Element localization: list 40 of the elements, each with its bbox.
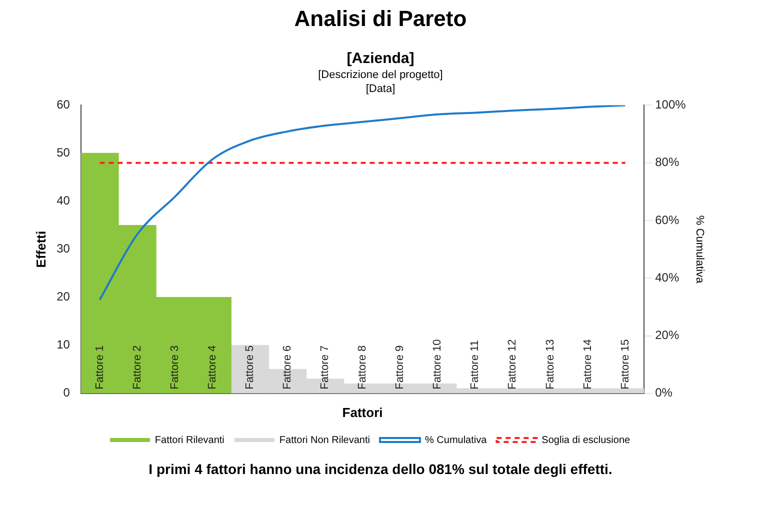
legend-label: Soglia di esclusione (542, 434, 631, 446)
x-tick-label: Fattore 4 (206, 345, 218, 390)
legend-label: Fattori Non Rilevanti (279, 434, 370, 446)
x-tick-label: Fattore 1 (94, 345, 106, 390)
x-tick-label: Fattore 12 (506, 339, 519, 390)
y-axis-title: Effetti (33, 230, 48, 268)
x-tick-label: Fattore 3 (168, 345, 181, 390)
y-tick-label: 60 (56, 98, 70, 112)
y2-axis-title: % Cumulativa (693, 215, 706, 284)
x-tick-label: Fattore 6 (281, 345, 294, 390)
x-tick-label: Fattore 13 (544, 339, 556, 390)
x-axis-title: Fattori (342, 404, 383, 420)
x-tick-label: Fattore 5 (244, 345, 256, 390)
text: I primi 4 fattori hanno una incidenza dello 081% sul totale degli effetti. (148, 461, 614, 477)
y2-tick-label: 60% (655, 212, 680, 227)
y-tick-label: 0 (63, 386, 70, 400)
x-tick-label: Fattore 10 (432, 339, 444, 390)
x-tick-label: Fattore 7 (319, 345, 332, 390)
x-tick-label: Fattore 9 (394, 345, 406, 390)
y2-tick-label: 40% (655, 270, 680, 284)
y2-tick-label: 20% (655, 328, 680, 342)
y2-tick-label: 80% (655, 155, 680, 170)
x-tick-label: Fattore 14 (582, 339, 594, 390)
x-tick-label: Fattore 11 (469, 340, 482, 390)
x-tick-label: Fattore 2 (131, 345, 144, 390)
chart-title: Analisi di Pareto (293, 6, 468, 32)
y2-tick-label: 0% (655, 386, 673, 400)
y-tick-label: 10 (56, 338, 70, 352)
y-tick-label: 40 (56, 194, 70, 208)
text: [Data] (364, 83, 396, 95)
chart-subtitle: [Azienda] (346, 50, 416, 67)
legend-label: % Cumulativa (424, 434, 488, 446)
y2-tick-label: 100% (655, 98, 686, 112)
x-tick-label: Fattore 15 (619, 339, 632, 390)
x-tick-label: Fattore 8 (356, 345, 369, 390)
y-tick-label: 50 (56, 146, 70, 160)
text: [Descrizione del progetto] (317, 69, 444, 81)
y-tick-label: 30 (56, 242, 70, 256)
y-tick-label: 20 (56, 290, 70, 304)
legend-label: Fattori Rilevanti (154, 434, 224, 446)
